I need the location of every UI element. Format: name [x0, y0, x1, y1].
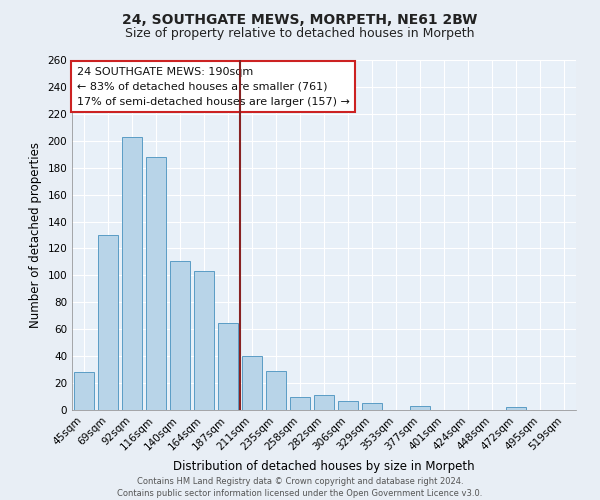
- Y-axis label: Number of detached properties: Number of detached properties: [29, 142, 42, 328]
- Bar: [74, 372, 94, 410]
- Text: 24, SOUTHGATE MEWS, MORPETH, NE61 2BW: 24, SOUTHGATE MEWS, MORPETH, NE61 2BW: [122, 12, 478, 26]
- Bar: [362, 404, 382, 410]
- Text: 24 SOUTHGATE MEWS: 190sqm
← 83% of detached houses are smaller (761)
17% of semi: 24 SOUTHGATE MEWS: 190sqm ← 83% of detac…: [77, 67, 350, 106]
- Bar: [122, 136, 142, 410]
- Bar: [170, 260, 190, 410]
- Text: Contains HM Land Registry data © Crown copyright and database right 2024.
Contai: Contains HM Land Registry data © Crown c…: [118, 476, 482, 498]
- Bar: [314, 395, 334, 410]
- Bar: [242, 356, 262, 410]
- Bar: [266, 371, 286, 410]
- Bar: [98, 235, 118, 410]
- X-axis label: Distribution of detached houses by size in Morpeth: Distribution of detached houses by size …: [173, 460, 475, 473]
- Bar: [410, 406, 430, 410]
- Bar: [146, 157, 166, 410]
- Text: Size of property relative to detached houses in Morpeth: Size of property relative to detached ho…: [125, 28, 475, 40]
- Bar: [194, 272, 214, 410]
- Bar: [338, 400, 358, 410]
- Bar: [506, 408, 526, 410]
- Bar: [290, 396, 310, 410]
- Bar: [218, 322, 238, 410]
